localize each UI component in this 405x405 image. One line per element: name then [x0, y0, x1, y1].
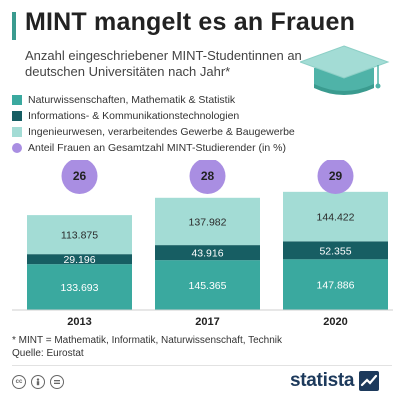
page-title: MINT mangelt es an Frauen — [25, 8, 356, 36]
stacked-bar-chart: 133.693 29.196 113.875 26 2013 145.365 43.916 1… — [12, 160, 393, 328]
share-circle — [61, 160, 98, 194]
bar-segment — [155, 245, 260, 261]
data-label: 147.886 — [317, 280, 355, 292]
source-text: Quelle: Eurostat — [12, 348, 84, 359]
bar-segment — [155, 197, 260, 246]
share-circle — [189, 160, 226, 194]
footnote-text: * MINT = Mathematik, Informatik, Naturwi… — [12, 335, 283, 346]
cc-icon[interactable]: cc — [12, 375, 26, 389]
data-label: 43.916 — [191, 248, 223, 260]
share-label: 28 — [201, 169, 215, 183]
bar-segment — [155, 260, 260, 310]
category-label: 2017 — [195, 316, 219, 328]
footnote: * MINT = Mathematik, Informatik, Naturwi… — [12, 334, 282, 360]
bar-segment — [283, 241, 388, 260]
data-label: 52.355 — [319, 245, 351, 257]
category-label: 2020 — [323, 316, 347, 328]
bar-segment — [27, 264, 132, 310]
bar-segment — [283, 191, 388, 242]
subtitle: Anzahl eingeschriebener MINT-Studentinne… — [25, 48, 302, 79]
legend-item: Naturwissenschaften, Mathematik & Statis… — [12, 92, 392, 108]
statista-logo-icon — [359, 371, 380, 391]
bar-segment — [27, 215, 132, 255]
share-label: 29 — [329, 169, 343, 183]
logo-text: statista — [290, 370, 355, 391]
footer-divider — [12, 365, 392, 366]
data-label: 144.422 — [317, 212, 355, 224]
data-label: 137.982 — [189, 216, 227, 228]
graduation-cap-icon — [300, 45, 390, 95]
share-circle — [317, 160, 354, 194]
data-label: 145.365 — [189, 280, 227, 292]
legend-label: Naturwissenschaften, Mathematik & Statis… — [28, 94, 236, 106]
legend-item: Anteil Frauen an Gesamtzahl MINT-Studier… — [12, 140, 392, 156]
legend-label: Anteil Frauen an Gesamtzahl MINT-Studier… — [28, 142, 286, 154]
legend-label: Informations- & Kommunikationstechnologi… — [28, 110, 240, 122]
legend-item: Ingenieurwesen, verarbeitendes Gewerbe &… — [12, 124, 392, 140]
legend-swatch — [12, 127, 22, 137]
attribution-icon[interactable] — [31, 375, 45, 389]
legend-label: Ingenieurwesen, verarbeitendes Gewerbe &… — [28, 126, 295, 138]
legend-swatch — [12, 95, 22, 105]
no-derivatives-icon[interactable] — [50, 375, 64, 389]
license-icons: cc — [12, 375, 64, 389]
data-label: 29.196 — [63, 254, 95, 266]
statista-logo[interactable]: statista — [290, 370, 380, 392]
legend-swatch — [12, 143, 22, 153]
data-label: 133.693 — [61, 282, 99, 294]
bar-segment — [283, 259, 388, 310]
category-label: 2013 — [67, 316, 91, 328]
legend-item: Informations- & Kommunikationstechnologi… — [12, 108, 392, 124]
share-label: 26 — [73, 169, 87, 183]
legend-swatch — [12, 111, 22, 121]
data-label: 113.875 — [61, 230, 98, 242]
legend: Naturwissenschaften, Mathematik & Statis… — [12, 92, 392, 156]
accent-bar — [12, 12, 16, 40]
bar-segment — [27, 254, 132, 265]
